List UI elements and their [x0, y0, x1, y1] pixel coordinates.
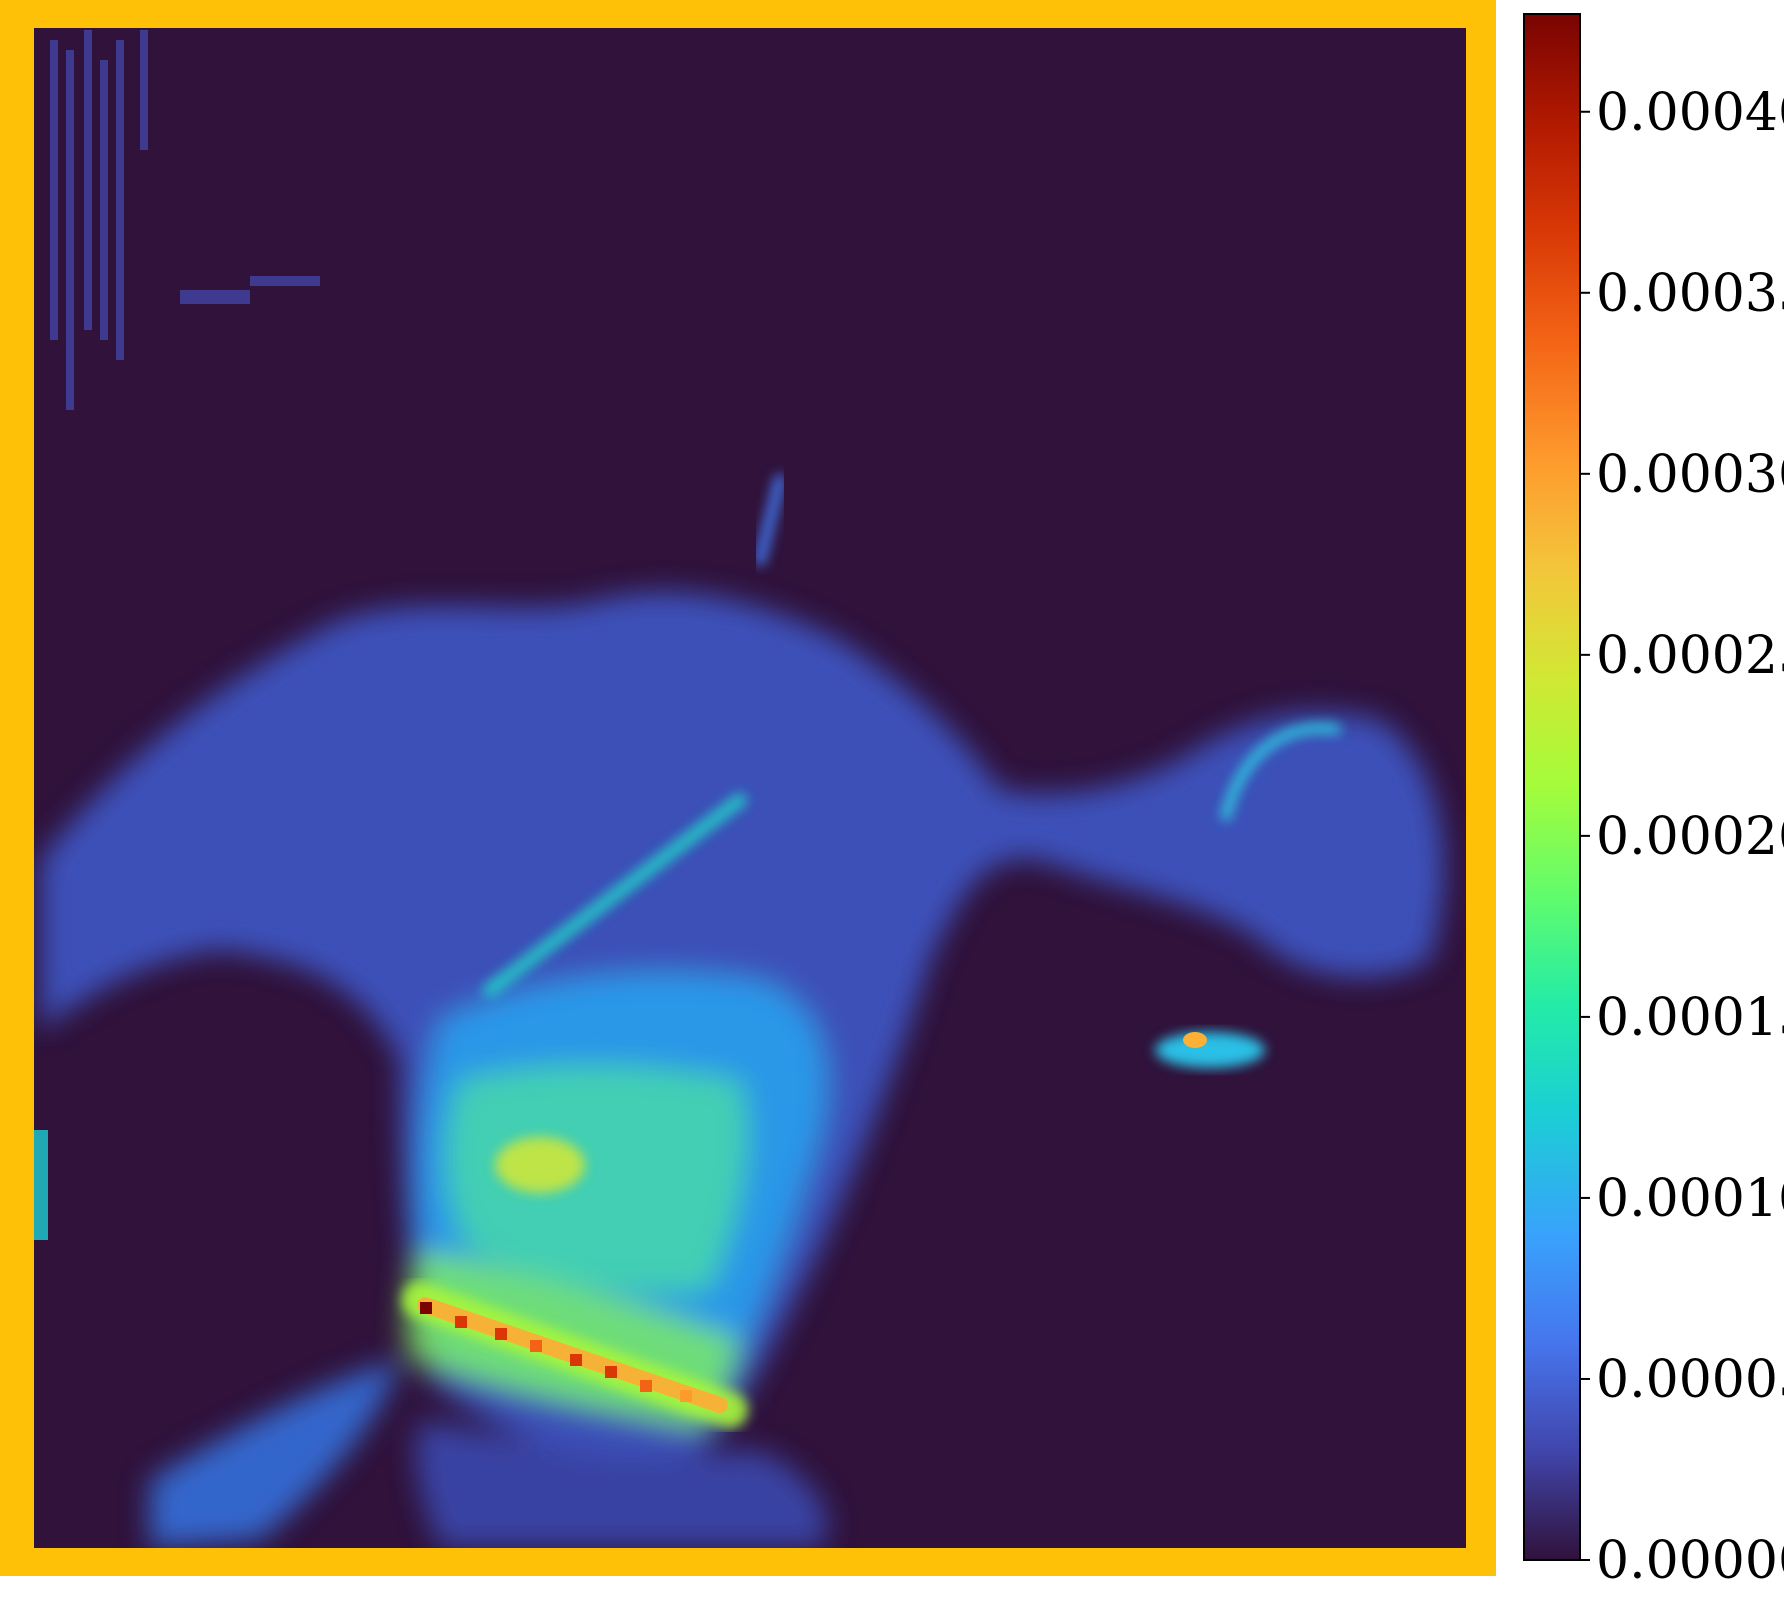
- right-isolated-spot: [1155, 1032, 1265, 1068]
- main-body: [40, 592, 1444, 1548]
- top-left-streaks: [50, 30, 320, 410]
- peak-line: [402, 1282, 748, 1428]
- colorbar-tick-label: 0.00040: [1596, 83, 1784, 143]
- colorbar-tick-label: 0.00015: [1596, 988, 1784, 1048]
- right-lobe: [1220, 723, 1341, 822]
- vertical-spike: [754, 474, 786, 566]
- colorbar-tick-label: 0.00025: [1596, 626, 1784, 686]
- left-edge-spot: [34, 1130, 48, 1240]
- colorbar-gradient: [1523, 13, 1581, 1561]
- heatmap-image: [34, 30, 1444, 1548]
- central-hotspot: [495, 1137, 585, 1193]
- colorbar-tick-label: 0.00005: [1596, 1350, 1784, 1410]
- colorbar-tick-label: 0.00035: [1596, 264, 1784, 324]
- diagonal-streak: [483, 793, 747, 997]
